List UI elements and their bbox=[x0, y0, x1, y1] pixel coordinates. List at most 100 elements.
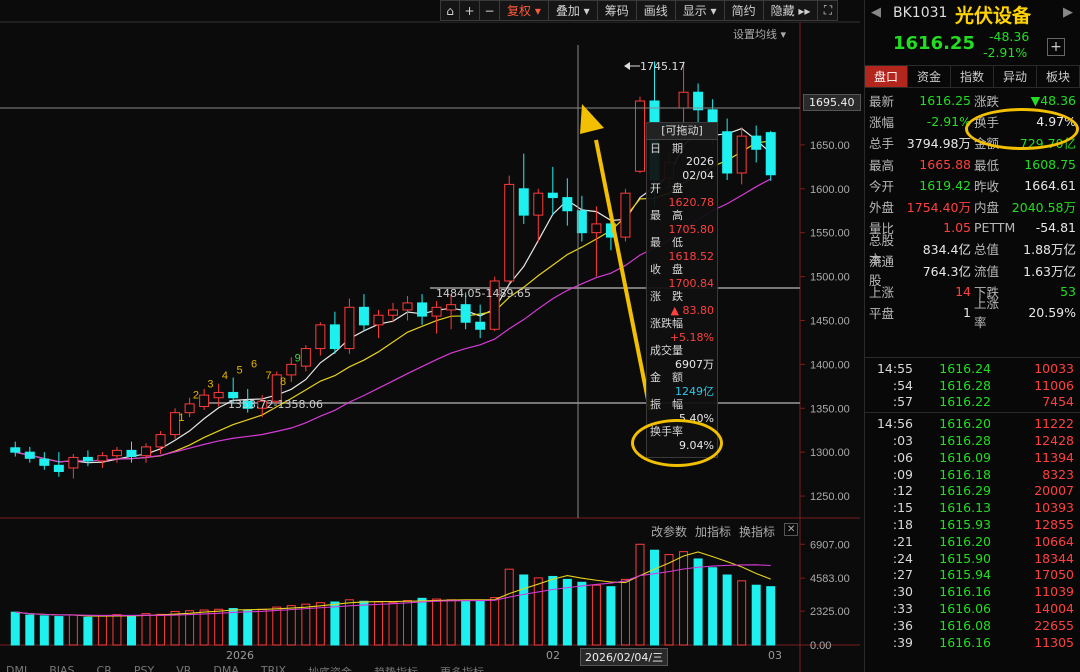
tooltip-amplitude-key: 振 幅 bbox=[650, 398, 683, 411]
add-watchlist-button[interactable]: + bbox=[1047, 38, 1065, 56]
candle-body bbox=[591, 223, 602, 234]
range-annotation-upper: 1484.05-1489.65 bbox=[436, 287, 531, 300]
prev-stock-icon[interactable]: ◀ bbox=[871, 5, 881, 20]
candle-body bbox=[576, 210, 587, 234]
annotation-arrow-line bbox=[594, 139, 652, 411]
quote-value2: -54.81 bbox=[1035, 220, 1076, 236]
display-dropdown[interactable]: 显示 ▾ bbox=[675, 0, 725, 21]
tooltip-amount-key: 金 额 bbox=[650, 371, 683, 384]
tick-volume: 11222 bbox=[1034, 416, 1074, 432]
tab-cr[interactable]: CR bbox=[96, 664, 112, 672]
tab-trend[interactable]: 趋势指标 bbox=[374, 664, 418, 672]
candle-body bbox=[518, 188, 529, 216]
candle-body bbox=[402, 302, 413, 311]
tick-volume: 7454 bbox=[1042, 394, 1074, 410]
volume-bar bbox=[766, 586, 776, 646]
fullscreen-icon[interactable]: ⛶ bbox=[818, 0, 839, 21]
tab-bias[interactable]: BIAS bbox=[49, 664, 75, 672]
volume-bar bbox=[650, 549, 660, 646]
hide-panel-button[interactable]: 隐藏 ▸▸ bbox=[763, 0, 819, 21]
turnover-highlight-circle-right bbox=[965, 108, 1079, 150]
volume-bar bbox=[243, 609, 253, 646]
tab-more[interactable]: 更多指标 bbox=[440, 664, 484, 672]
lock-button[interactable]: ⌂ bbox=[440, 0, 460, 21]
tab-psy[interactable]: PSY bbox=[133, 664, 155, 672]
max-price-annotation: 1745.17 bbox=[640, 60, 686, 73]
next-stock-icon[interactable]: ▶ bbox=[1063, 5, 1073, 20]
tab-fund[interactable]: 资金 bbox=[908, 66, 951, 87]
candle-body bbox=[315, 324, 326, 350]
candle-body bbox=[736, 135, 747, 174]
volume-bar bbox=[417, 597, 427, 646]
volume-bar bbox=[708, 567, 718, 646]
tab-dmi[interactable]: DMI bbox=[6, 664, 28, 672]
volume-bar bbox=[679, 551, 689, 646]
volume-bar bbox=[199, 609, 209, 646]
candle-body bbox=[39, 458, 50, 466]
tab-vr[interactable]: VR bbox=[176, 664, 192, 672]
tick-price: 1616.24 bbox=[939, 360, 991, 376]
tab-sector[interactable]: 板块 bbox=[1037, 66, 1080, 87]
candle-body bbox=[228, 391, 239, 399]
kline-info-tooltip[interactable]: [可拖动] 日 期 2026 02/04 开 盘 1620.78 最 高 170… bbox=[646, 122, 718, 458]
draw-line-button[interactable]: 画线 bbox=[636, 0, 676, 21]
quote-row: 上涨 14 下跌 53 bbox=[865, 281, 1080, 302]
tick-time: :33 bbox=[892, 601, 913, 617]
quote-key: 最新 bbox=[869, 94, 895, 110]
overlay-dropdown[interactable]: 叠加 ▾ bbox=[548, 0, 598, 21]
tab-dma[interactable]: DMA bbox=[213, 664, 239, 672]
td-count-label: 8 bbox=[280, 376, 286, 388]
tick-volume: 11305 bbox=[1034, 634, 1074, 650]
quote-key2: 最低 bbox=[974, 157, 1000, 173]
price-tick-label: 1500.00 bbox=[810, 272, 850, 284]
volume-bar bbox=[170, 610, 180, 646]
ind-switch-button[interactable]: 换指标 bbox=[739, 525, 776, 539]
price-change-pct: -2.91% bbox=[983, 45, 1028, 60]
tick-time: 14:56 bbox=[876, 416, 913, 432]
kline-chart-area[interactable]: 1650.00 1600.00 1550.00 1500.00 1450.00 1400.… bbox=[0, 0, 861, 672]
tooltip-drag-title[interactable]: [可拖动] bbox=[647, 123, 717, 140]
candle-body bbox=[446, 304, 457, 311]
tick-price: 1615.90 bbox=[939, 550, 991, 566]
volume-bar bbox=[548, 575, 558, 646]
tab-trix[interactable]: TRIX bbox=[260, 664, 287, 672]
td-count-label: 2 bbox=[193, 389, 199, 401]
adjust-price-dropdown[interactable]: 复权 ▾ bbox=[500, 0, 549, 21]
tab-bottom-fund[interactable]: 抄底资金 bbox=[308, 664, 352, 672]
ma20-line bbox=[15, 178, 772, 463]
kline-chart[interactable]: 1650.001600.001550.001500.001450.001400.… bbox=[0, 0, 860, 672]
candle-body bbox=[460, 304, 471, 323]
tab-orderbook[interactable]: 盘口 bbox=[865, 66, 908, 87]
tooltip-volume-key: 成交量 bbox=[650, 344, 683, 357]
ma-setting-button[interactable]: 设置均线 ▾ bbox=[733, 28, 787, 41]
candle-body bbox=[533, 192, 544, 216]
simple-mode-button[interactable]: 简约 bbox=[724, 0, 764, 21]
quote-value2: 20.59% bbox=[1028, 304, 1076, 320]
ind-add-button[interactable]: 加指标 bbox=[695, 525, 732, 539]
crosshair-price-label: 1695.40 bbox=[803, 94, 861, 111]
zoom-out-button[interactable]: − bbox=[480, 0, 500, 21]
tab-index[interactable]: 指数 bbox=[951, 66, 994, 87]
tooltip-date-key: 日 期 bbox=[650, 141, 683, 155]
candle-body bbox=[24, 451, 35, 459]
tick-time: :18 bbox=[892, 517, 913, 533]
volume-bar bbox=[533, 577, 543, 646]
tick-volume: 11039 bbox=[1034, 584, 1074, 600]
ind-param-button[interactable]: 改参数 bbox=[651, 525, 688, 539]
tick-list[interactable]: 14:55 1616.24 10033:54 1616.28 11006:57 1616.… bbox=[865, 358, 1080, 651]
quote-tabs: 盘口 资金 指数 异动 板块 bbox=[865, 66, 1080, 88]
zoom-in-button[interactable]: + bbox=[460, 0, 480, 21]
tooltip-low-value: 1618.52 bbox=[668, 249, 715, 263]
range-annotation-lower: 1353.72-1358.06 bbox=[228, 398, 323, 411]
tick-time: :24 bbox=[892, 550, 913, 566]
td-count-label: 4 bbox=[222, 370, 228, 382]
candle-body bbox=[489, 280, 500, 330]
quote-key2: 内盘 bbox=[974, 200, 1000, 216]
tab-movement[interactable]: 异动 bbox=[994, 66, 1037, 87]
candle-body bbox=[184, 403, 195, 414]
volume-bar bbox=[737, 580, 747, 646]
ind-close-button[interactable]: ✕ bbox=[784, 523, 799, 536]
tick-row: :12 1616.29 20007 bbox=[865, 483, 1080, 500]
candle-body bbox=[751, 135, 762, 150]
chips-button[interactable]: 筹码 bbox=[597, 0, 637, 21]
